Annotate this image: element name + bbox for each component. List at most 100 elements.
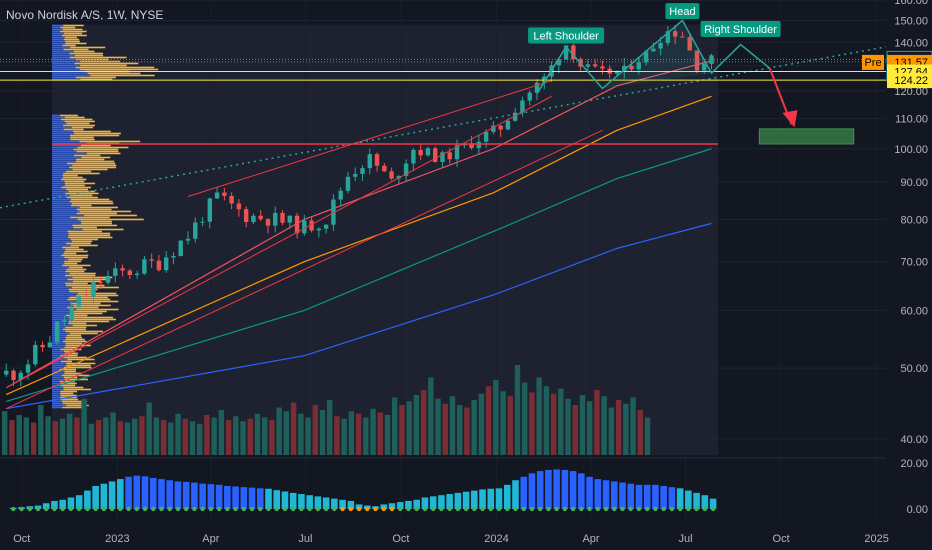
oscillator-bar — [602, 480, 610, 509]
oscillator-dot — [389, 506, 395, 512]
volume-profile-bar-down — [70, 302, 101, 305]
candle-body — [600, 66, 605, 69]
volume-bar — [269, 420, 275, 455]
volume-profile-bar-down — [72, 224, 118, 227]
volume-profile-bar-down — [59, 380, 75, 383]
oscillator-dot — [241, 506, 247, 512]
volume-profile-bar-up — [52, 164, 73, 167]
candle-body — [207, 198, 213, 222]
oscillator-tick-label: 0.00 — [907, 504, 928, 516]
volume-profile-bar-up — [52, 352, 65, 355]
volume-profile-bar-down — [64, 116, 85, 119]
volume-profile-bar-down — [68, 288, 98, 291]
volume-profile-bar-down — [74, 54, 104, 57]
oscillator-bar — [569, 471, 577, 509]
volume-profile-bar-up — [52, 332, 70, 335]
volume-bar — [384, 415, 391, 455]
oscillator-dot — [537, 506, 543, 512]
oscillator-dot — [579, 506, 584, 512]
y-tick-label: 70.00 — [900, 257, 928, 269]
channel-mid — [187, 80, 552, 197]
volume-profile-bar-down — [69, 194, 93, 197]
volume-profile-bar-up — [52, 154, 74, 157]
candle-body — [353, 173, 358, 177]
volume-profile-bar-up — [52, 274, 65, 277]
volume-profile-bar-down — [64, 370, 77, 373]
candle-body — [505, 120, 511, 130]
volume-profile-bar-up — [52, 126, 72, 129]
volume-profile-bar-up — [52, 174, 63, 177]
volume-profile-bar-down — [61, 34, 87, 37]
candle-body — [585, 64, 591, 67]
volume-profile-bar-up — [52, 246, 63, 249]
volume-bar — [283, 411, 290, 455]
oscillator-dot — [562, 506, 568, 512]
candle-body — [454, 145, 460, 160]
volume-profile-bar-up — [52, 314, 66, 317]
candle-body — [527, 92, 532, 101]
volume-profile-bar-up — [52, 300, 79, 303]
volume-profile-bar-down — [69, 56, 127, 59]
volume-profile-bar-up — [52, 202, 72, 205]
volume-bar — [377, 412, 383, 455]
volume-profile-bar-up — [52, 264, 63, 267]
candle-body — [433, 148, 438, 162]
volume-profile-bar-down — [72, 130, 111, 133]
volume-profile-bar-down — [68, 232, 111, 235]
oscillator-dot — [422, 506, 428, 512]
volume-profile-bar-up — [52, 234, 69, 237]
oscillator-bar — [388, 503, 396, 509]
volume-profile-bar-up — [52, 354, 61, 357]
oscillator-bar — [207, 484, 215, 509]
volume-profile-bar-up — [52, 276, 73, 279]
volume-profile-bar-up — [52, 310, 72, 313]
volume-profile-bar-down — [68, 234, 111, 237]
oscillator-dot — [167, 506, 172, 512]
volume-bar — [81, 398, 87, 455]
volume-bar — [392, 397, 398, 455]
left-shoulder-label: Left Shoulder — [533, 31, 599, 43]
volume-profile-bar-down — [61, 178, 87, 181]
candle-body — [142, 259, 147, 274]
x-tick-label: Apr — [582, 533, 599, 545]
volume-profile-bar-up — [52, 240, 73, 243]
candle-body — [469, 143, 474, 149]
volume-bar — [9, 420, 15, 455]
volume-profile-bar-up — [52, 322, 69, 325]
volume-profile-bar-down — [80, 220, 112, 223]
x-tick-label: Jul — [298, 533, 312, 545]
volume-profile-bar-down — [65, 336, 82, 339]
oscillator-bar — [158, 479, 165, 509]
volume-profile-bar-up — [52, 56, 70, 59]
oscillator-dot — [365, 506, 370, 512]
level-lower-label: 124.22 — [894, 75, 928, 87]
volume-profile-bar-down — [77, 218, 144, 221]
volume-profile-bar-down — [61, 254, 89, 257]
candle-body — [62, 320, 67, 322]
oscillator-dot — [142, 506, 148, 512]
volume-profile-bar-up — [52, 356, 64, 359]
oscillator-bar — [594, 479, 602, 509]
candle-body — [440, 152, 445, 162]
candle-body — [222, 192, 227, 196]
candle-body — [622, 65, 627, 71]
candle-body — [200, 221, 205, 223]
volume-bar — [406, 401, 412, 455]
volume-profile-bar-down — [60, 354, 78, 357]
candle-body — [113, 268, 118, 276]
volume-bar — [442, 403, 448, 455]
volume-profile-bar-up — [52, 368, 60, 371]
volume-bar — [247, 418, 253, 455]
volume-bar — [536, 377, 542, 455]
oscillator-bar — [413, 499, 420, 509]
y-tick-label: 50.00 — [900, 363, 928, 375]
y-tick-label: 40.00 — [900, 434, 928, 446]
oscillator-dot — [282, 506, 288, 512]
volume-profile-bar-down — [75, 160, 115, 163]
candle-body — [382, 165, 387, 172]
candle-body — [338, 190, 343, 200]
volume-bar — [290, 402, 297, 455]
candle-body — [120, 268, 125, 271]
volume-profile-bar-up — [52, 160, 76, 163]
